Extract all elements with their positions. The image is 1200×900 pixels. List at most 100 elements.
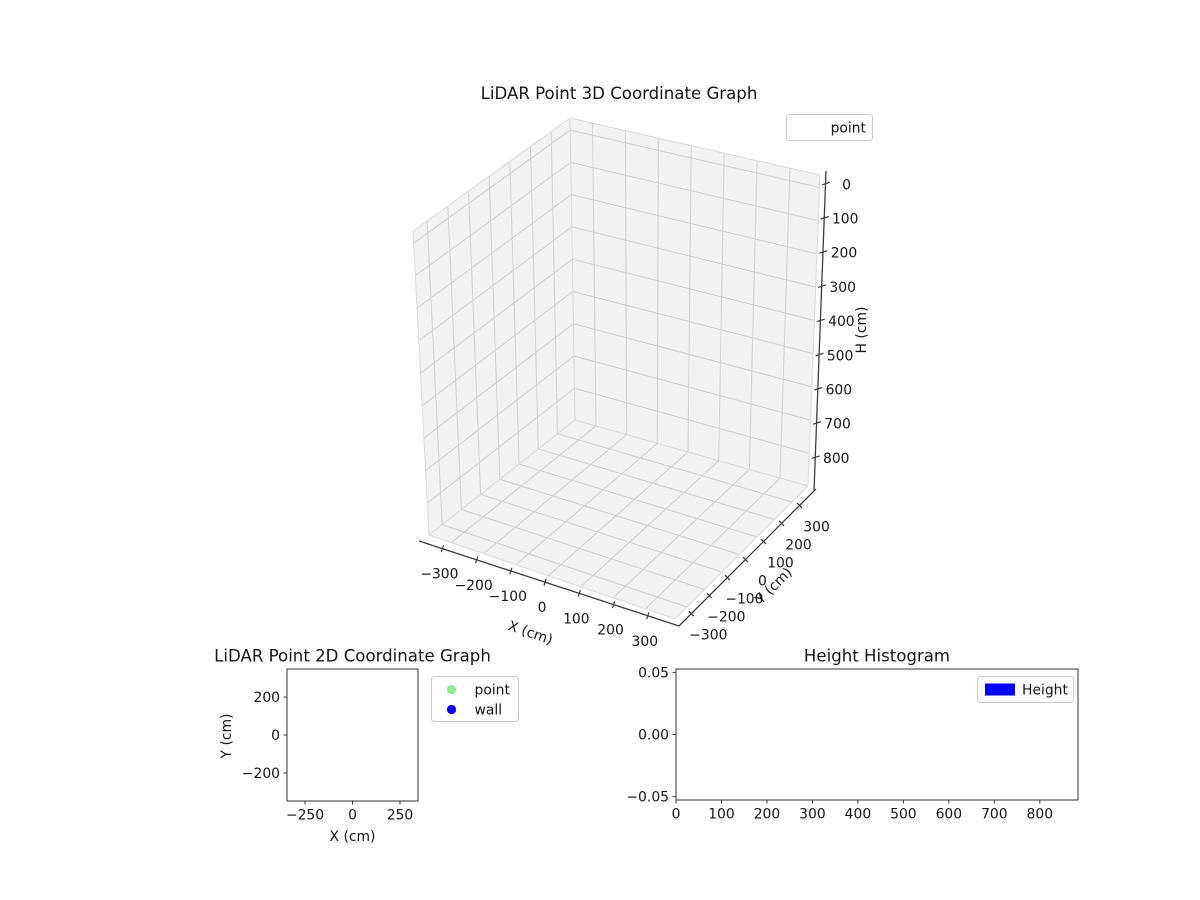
grid-line-3d [427, 387, 575, 504]
tick-3d [760, 538, 767, 545]
tick-3d [742, 556, 749, 563]
tick-label-y: 0 [271, 728, 280, 744]
grid-line-3d [748, 160, 758, 470]
plot3d-legend-label-point: point [831, 121, 867, 137]
plot2d-legend-marker-point [446, 684, 457, 695]
grid-line-3d [480, 493, 723, 573]
tick-label-y3d: −200 [707, 610, 745, 626]
tick-label-x: 700 [981, 807, 1008, 823]
grid-line-3d [509, 161, 520, 465]
grid-line-3d [547, 451, 689, 577]
grid-line-3d [529, 146, 539, 449]
tick-label-x: 400 [845, 807, 872, 823]
histogram-legend: Height [977, 676, 1074, 703]
histogram-legend-label-height: Height [1022, 683, 1068, 699]
tick-label-x: 600 [936, 807, 963, 823]
grid-line-3d [461, 509, 705, 590]
pane-edge-3d [428, 534, 676, 620]
grid-line-3d [718, 153, 725, 461]
grid-line-3d [592, 123, 597, 426]
tick-3d [646, 612, 650, 620]
grid-line-3d [571, 194, 818, 255]
tick-label-x3d: 300 [632, 634, 659, 650]
tick-label-x: 800 [1027, 807, 1054, 823]
grid-line-3d [421, 291, 574, 407]
grid-line-3d [420, 258, 573, 374]
grid-line-3d [624, 130, 628, 435]
plot2d-legend-label-wall: wall [475, 703, 503, 719]
grid-line-3d [574, 387, 810, 454]
axis-line-3d [418, 540, 680, 627]
tick-label-x: 100 [708, 807, 735, 823]
axis-line-3d [678, 488, 817, 627]
plot2d-xaxis-label: X (cm) [330, 829, 376, 845]
tick-label-x: −250 [286, 808, 324, 824]
pane-edge-3d [569, 117, 576, 421]
tick-label-x3d: −300 [420, 567, 458, 583]
axis-line-3d [813, 170, 827, 492]
tick-label-z3d: 600 [826, 383, 853, 399]
tick-3d [811, 455, 820, 459]
tick-label-x3d: 100 [563, 611, 590, 627]
pane-edge-3d [574, 419, 809, 487]
grid-line-3d [416, 194, 572, 309]
pane-3d [570, 118, 820, 486]
tick-label-x: 200 [754, 807, 781, 823]
tick-label-y3d: 0 [758, 574, 767, 590]
plot2d-legend-marker-wall [446, 704, 457, 715]
tick-label-x3d: −100 [489, 589, 527, 605]
grid-line-3d [779, 168, 791, 479]
tick-3d [796, 502, 803, 509]
tick-label-x: 250 [387, 808, 414, 824]
tick-3d [724, 574, 731, 581]
histogram-legend-swatch-height [985, 683, 1015, 696]
plot3d-zaxis-label: H (cm) [854, 307, 870, 354]
grid-line-3d [573, 323, 812, 388]
tick-3d [814, 386, 823, 391]
grid-line-3d [415, 161, 572, 277]
tick-3d [819, 250, 828, 254]
grid-line-3d [413, 129, 571, 244]
histogram-legend-box [977, 676, 1074, 703]
tick-3d [815, 352, 824, 357]
grid-line-3d [499, 478, 740, 555]
pane-edge-3d [412, 230, 430, 536]
tick-label-x: 0 [348, 808, 357, 824]
plot2d-legend-label-point: point [475, 683, 511, 699]
tick-label-z3d: 800 [823, 451, 850, 467]
tick-label-z3d: 400 [828, 314, 855, 330]
grid-line-3d [483, 434, 627, 555]
grid-line-3d [488, 176, 501, 480]
pane-edge-3d [569, 117, 821, 176]
tick-3d [688, 610, 695, 617]
tick-3d [778, 520, 785, 527]
tick-3d [611, 601, 616, 609]
tick-3d [577, 589, 582, 598]
grid-line-3d [447, 205, 462, 510]
plot2d-yaxis-label: Y (cm) [219, 714, 235, 760]
histogram-title: Height Histogram [804, 647, 950, 666]
tick-label-y: 200 [253, 690, 280, 706]
tick-3d [509, 567, 513, 575]
tick-label-x3d: 200 [597, 623, 624, 639]
tick-3d [706, 592, 713, 599]
pane-edge-3d [428, 419, 576, 536]
grid-line-3d [426, 220, 443, 525]
tick-label-x: 300 [799, 807, 826, 823]
tick-label-z3d: 700 [824, 417, 851, 433]
tick-label-z3d: 500 [827, 348, 854, 364]
grid-line-3d [441, 524, 688, 608]
tick-label-z3d: 300 [829, 280, 856, 296]
tick-label-y: −0.05 [626, 790, 669, 806]
grid-line-3d [467, 191, 482, 495]
tick-3d [821, 181, 831, 186]
tick-label-x: 0 [672, 807, 681, 823]
grid-line-3d [550, 131, 558, 434]
grid-line-3d [656, 138, 659, 444]
grid-line-3d [570, 161, 819, 222]
tick-label-z3d: 0 [842, 177, 851, 193]
tick-label-x3d: −200 [455, 578, 493, 594]
grid-line-3d [518, 463, 758, 538]
